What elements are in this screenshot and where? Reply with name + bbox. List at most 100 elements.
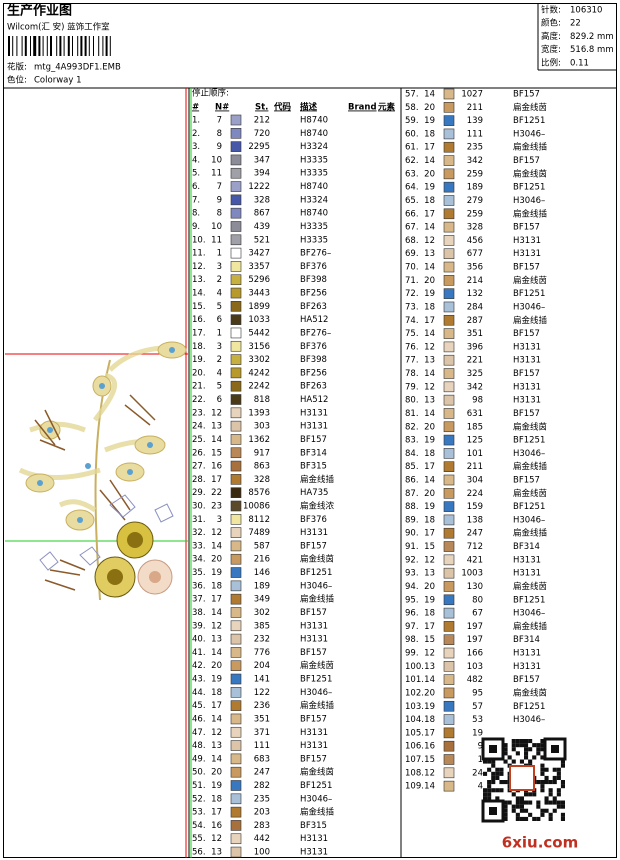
stitches: 3443 <box>248 289 270 299</box>
qr-cell <box>491 771 496 776</box>
code: BF157 <box>300 435 327 445</box>
swatch <box>230 447 242 459</box>
qr-cell <box>491 780 496 785</box>
row-number: 12. <box>192 262 206 272</box>
stitches: 304 <box>467 475 483 485</box>
qr-cell <box>524 800 529 805</box>
needle: 18 <box>424 609 435 619</box>
code: HA735 <box>300 488 328 498</box>
qr-cell <box>491 788 496 793</box>
qr-cell <box>487 767 492 772</box>
qr-cell <box>519 796 524 801</box>
stitches: 122 <box>254 688 270 698</box>
stitches: 3427 <box>248 249 270 259</box>
row-number: 102. <box>405 688 424 698</box>
qr-cell <box>503 743 508 748</box>
needle: 19 <box>424 116 435 126</box>
code: BF1251 <box>300 675 332 685</box>
stitches: 587 <box>254 541 270 551</box>
needle: 13 <box>211 422 222 432</box>
needle: 12 <box>424 649 435 659</box>
qr-finder <box>489 745 497 753</box>
stitches: 235 <box>467 143 483 153</box>
row-number: 65. <box>405 196 419 206</box>
stitches: 212 <box>254 116 270 126</box>
stitches: 283 <box>254 821 270 831</box>
row-number: 80. <box>405 396 419 406</box>
needle: 14 <box>424 263 435 273</box>
swatch <box>443 461 455 472</box>
needle: 8 <box>217 129 222 139</box>
code: BF315 <box>300 821 327 831</box>
swatch <box>230 633 242 645</box>
row-number: 35. <box>192 568 206 578</box>
stitches: 439 <box>254 222 270 232</box>
code: H3046– <box>513 515 545 525</box>
needle: 18 <box>211 688 222 698</box>
needle: 19 <box>424 183 435 193</box>
swatch <box>230 367 242 379</box>
qr-cell <box>515 739 520 744</box>
row-number: 72. <box>405 289 419 299</box>
row-number: 76. <box>405 342 419 352</box>
needle: 5 <box>217 302 222 312</box>
needle: 17 <box>424 462 435 472</box>
stitches: 247 <box>254 768 270 778</box>
swatch <box>443 661 455 672</box>
swatch <box>230 261 242 272</box>
row-number: 67. <box>405 223 419 233</box>
qr-cell <box>495 796 500 801</box>
needle: 20 <box>211 768 222 778</box>
needle: 12 <box>211 408 222 418</box>
code: 扁金线浓 <box>300 500 335 511</box>
needle: 22 <box>211 488 222 498</box>
swatch <box>230 833 242 845</box>
row-number: 106. <box>405 742 424 752</box>
code: BF276– <box>300 328 331 338</box>
row-number: 41. <box>192 648 206 658</box>
qr-cell <box>540 784 545 789</box>
row-number: 89. <box>405 515 419 525</box>
design-label: 花版: <box>7 62 27 73</box>
needle: 7 <box>217 182 222 192</box>
row-number: 23. <box>192 408 206 418</box>
stitches: 4242 <box>248 368 270 378</box>
info-label: 针数: <box>541 5 561 16</box>
stitches: 216 <box>254 555 270 565</box>
needle: 18 <box>424 515 435 525</box>
swatch <box>443 88 455 100</box>
code: H3046– <box>300 794 332 804</box>
row-number: 39. <box>192 621 206 631</box>
bar <box>72 36 73 56</box>
stitches: 521 <box>254 235 270 245</box>
swatch <box>230 620 242 632</box>
qr-cell <box>483 788 488 793</box>
code: H3324 <box>300 142 328 152</box>
swatch <box>230 553 242 565</box>
code: H3335 <box>300 235 328 245</box>
qr-cell <box>540 739 545 744</box>
qr-cell <box>515 743 520 748</box>
stitches: 103 <box>467 662 483 672</box>
info-value: 0.11 <box>570 58 589 68</box>
stitches: 396 <box>467 342 483 352</box>
needle: 18 <box>424 302 435 312</box>
swatch <box>230 713 242 725</box>
qr-cell <box>552 808 557 813</box>
row-number: 5. <box>192 169 200 179</box>
needle: 17 <box>424 529 435 539</box>
needle: 6 <box>217 315 222 325</box>
row-number: 107. <box>405 755 424 765</box>
border <box>3 3 617 858</box>
row-number: 60. <box>405 129 419 139</box>
stitches: 356 <box>467 263 483 273</box>
qr-cell <box>483 796 488 801</box>
code: HA512 <box>300 315 328 325</box>
code: H3131 <box>513 342 541 352</box>
swatch <box>230 327 242 339</box>
code: BF1251 <box>513 183 545 193</box>
swatch <box>230 700 242 711</box>
needle: 19 <box>211 675 222 685</box>
swatch <box>443 501 455 512</box>
needle: 3 <box>217 342 222 352</box>
